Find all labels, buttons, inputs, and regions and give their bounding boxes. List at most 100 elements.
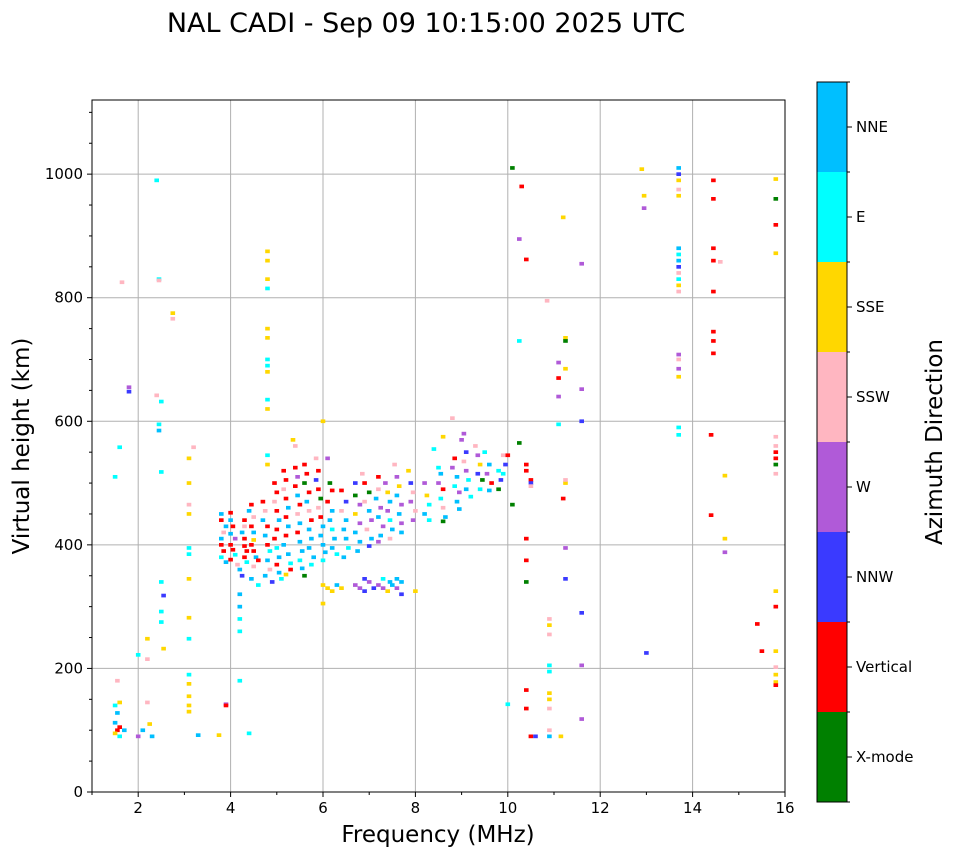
echo-mark [274,509,280,513]
echo-mark [711,329,716,334]
echo-mark [353,583,358,587]
echo-mark [186,456,192,461]
echo-mark [436,481,441,485]
echo-mark [773,434,779,439]
echo-mark [475,453,481,458]
echo-mark [260,499,266,504]
echo-mark [500,471,506,476]
echo-mark [383,481,388,485]
echo-mark [519,184,524,189]
echo-mark [256,583,261,587]
echo-mark [450,465,455,470]
echo-mark [293,465,298,470]
echo-mark [117,725,122,729]
echo-mark [316,487,321,492]
echo-mark [288,567,293,572]
echo-mark [115,711,120,715]
echo-mark [711,246,716,251]
echo-mark [170,311,176,315]
echo-mark [517,237,522,241]
echo-mark [390,527,395,532]
echo-mark [524,706,529,711]
echo-mark [711,178,716,183]
echo-mark [406,468,411,473]
echo-mark [711,289,716,294]
grid-lines [92,100,785,792]
echo-mark [496,487,501,492]
echo-mark [387,518,393,522]
echo-mark [353,512,358,516]
echo-mark [443,515,448,519]
x-axis-label: Frequency (MHz) [341,822,534,848]
colorbar-tick-label: NNW [856,568,893,586]
echo-mark [773,649,779,653]
echo-mark [327,481,333,485]
echo-mark [676,246,681,251]
echo-mark [547,663,552,668]
echo-mark [487,488,492,493]
echo-mark [262,533,268,538]
echo-mark [371,586,377,590]
echo-mark [149,734,155,739]
echo-mark [135,734,141,739]
echo-mark [676,366,681,371]
echo-mark [376,515,381,519]
echo-mark [267,549,273,553]
echo-mark [524,558,529,563]
echo-mark [309,562,314,567]
echo-mark [676,374,681,379]
echo-mark [320,558,326,563]
echo-mark [422,481,427,485]
echo-mark [232,552,238,557]
echo-mark [362,481,367,485]
echo-mark [408,499,414,504]
echo-mark [316,468,321,473]
echo-mark [353,493,358,498]
echo-mark [159,399,164,404]
echo-mark [376,539,381,544]
echo-mark [223,703,229,708]
colorbar-swatch [817,82,847,172]
echo-mark [556,376,561,380]
echo-mark [306,509,312,513]
echo-mark [341,527,347,532]
echo-mark [376,583,381,587]
echo-mark [251,538,256,542]
echo-mark [676,166,681,170]
echo-mark [246,731,252,736]
echo-mark [228,557,233,562]
echo-mark [283,496,289,501]
echo-mark [547,623,552,627]
echo-mark [186,481,192,485]
echo-mark [676,357,681,362]
echo-mark [186,703,192,708]
echo-mark [286,552,291,556]
echo-mark [556,360,561,365]
echo-mark [251,549,256,553]
echo-mark [265,558,270,563]
echo-mark [563,478,568,482]
x-tick-label: 6 [318,799,328,817]
echo-mark [355,549,360,553]
echo-mark [773,251,779,256]
echo-mark [547,728,552,733]
echo-mark [325,586,330,590]
echo-mark [676,277,681,281]
echo-mark [323,550,328,555]
echo-mark [452,484,457,488]
echo-mark [237,567,243,572]
echo-mark [228,543,233,547]
echo-mark [524,462,529,467]
echo-mark [676,193,681,198]
echo-mark [283,478,289,482]
echo-mark [302,481,307,485]
echo-mark [244,560,250,564]
echo-mark [276,570,282,575]
echo-mark [161,593,166,598]
colorbar-tick-label: SSE [856,298,885,316]
echo-mark [299,549,305,553]
echo-mark [117,700,122,705]
echo-mark [147,722,152,726]
echo-mark [676,258,681,263]
echo-mark [281,487,286,492]
